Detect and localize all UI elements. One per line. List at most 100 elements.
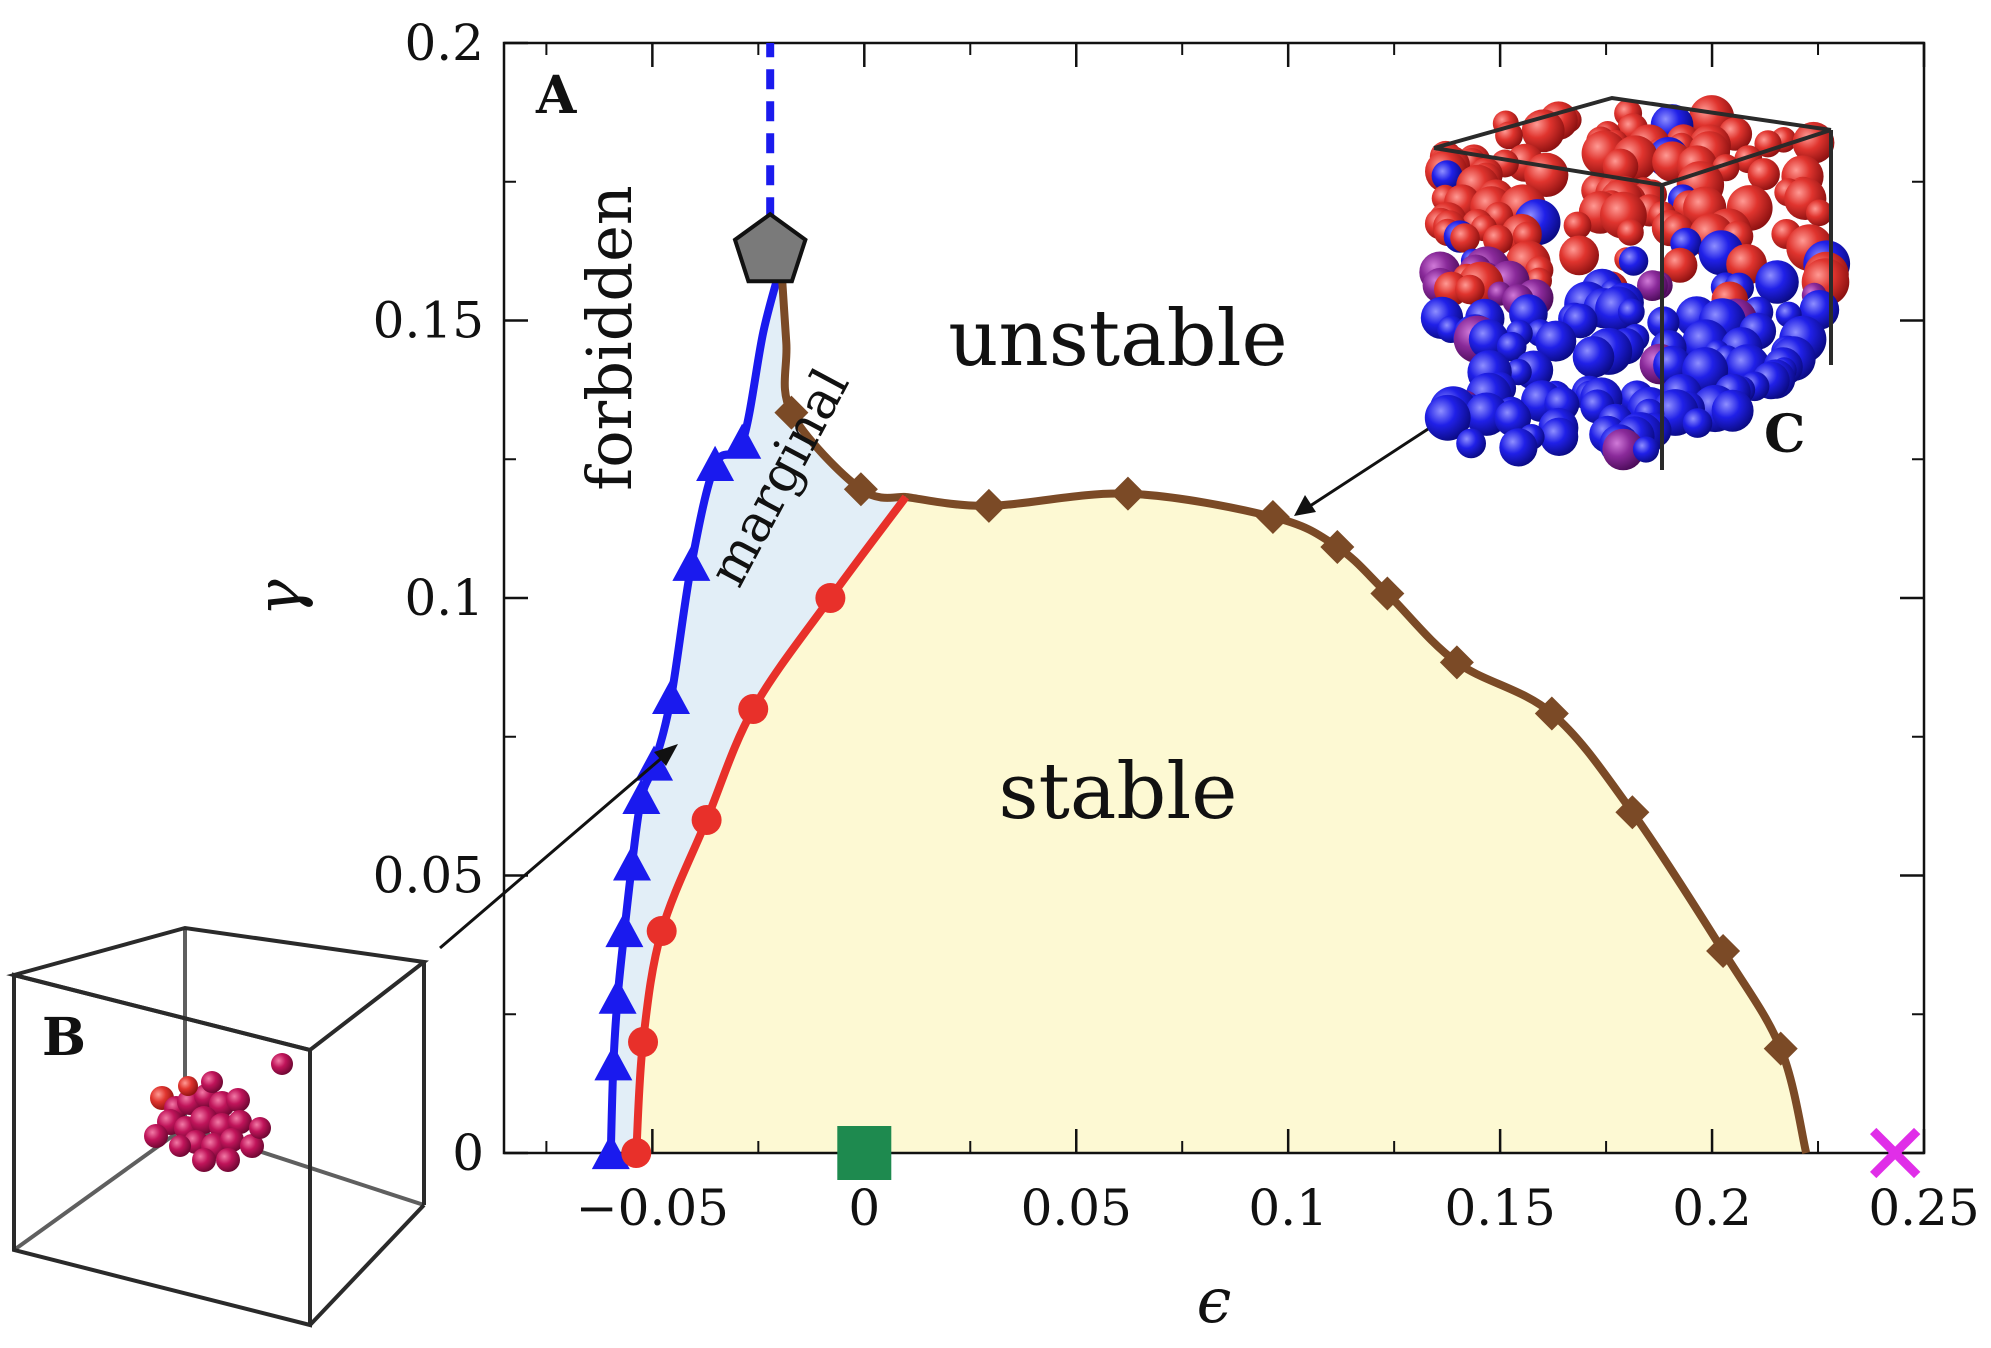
triangle-point [594,1045,633,1081]
diamond-point [1110,476,1145,511]
square-marker [837,1126,892,1180]
tick-labels: −0.05 0 0.05 0.1 0.15 0.2 0.25 0 0.05 0.1 0.15 0.2 [373,14,1980,1237]
triangle-point [723,423,762,459]
diamond-point [843,472,878,507]
triangle-point [672,545,711,581]
particle [220,1128,244,1152]
diamond-point [774,395,809,430]
pentagon-marker [732,211,808,284]
y-tick-label: 0 [452,1124,484,1182]
diamond-point [1320,529,1355,564]
inset-c-particles [1419,95,1851,471]
particle [1494,399,1532,437]
particle [216,1148,240,1172]
arrow-to-unstable-boundary [1294,414,1449,516]
particle [1539,417,1579,456]
particle [1563,211,1592,240]
x-tick-label: 0.25 [1868,1179,1979,1237]
panel-label-c: C [1764,404,1805,465]
particle [1559,235,1599,276]
particle [228,1110,252,1134]
y-axis-title: γ [242,579,315,617]
particle [1617,298,1645,326]
circle-point [628,1027,659,1057]
circle-point [738,694,769,724]
x-tick-label: 0.05 [1021,1179,1132,1237]
y-tick-label: 0.1 [404,569,484,627]
arrow-to-marginal [439,744,678,950]
particle [1754,130,1782,158]
x-tick-label: −0.05 [576,1179,729,1237]
panel-label-b: B [42,1007,86,1068]
stable-label: stable [999,747,1238,837]
y-tick-label: 0.15 [373,292,484,350]
particle [144,1124,168,1148]
unstable-label: unstable [948,294,1287,384]
triangle-point [622,778,661,814]
x-tick-label: 0 [848,1179,880,1237]
x-axis-title: ϵ [1197,1264,1232,1337]
particle [249,1117,271,1139]
cross-marker [1869,1127,1921,1179]
particle [192,1148,216,1172]
particle [1747,158,1780,191]
particle [1535,320,1577,362]
x-tick-label: 0.1 [1248,1179,1328,1237]
particle [240,1134,264,1158]
triangle-point [652,678,691,715]
diamond-point [1534,696,1569,731]
diamond-point [1439,645,1474,680]
particle [1602,428,1644,471]
particle [1450,223,1480,253]
particle [1805,199,1833,227]
markers [591,395,1798,1170]
inset-b-cluster-box: B [6,925,429,1328]
triangle-point [598,978,637,1014]
particle [226,1088,250,1112]
particle [1572,336,1615,378]
panel-label-a: A [535,65,577,126]
particle [1499,428,1538,467]
circle-point [691,805,722,835]
y-tick-label: 0.05 [373,847,484,905]
inset-b-particles [144,1053,293,1172]
particle [1424,394,1471,441]
diamond-point [1370,576,1405,611]
triangle-point [605,912,644,948]
particle [178,1076,198,1096]
inset-c-separated-box: C [1419,95,1851,471]
x-tick-label: 0.2 [1672,1179,1752,1237]
triangle-point [613,845,652,881]
particle [1711,389,1754,432]
particle [201,1071,223,1093]
circle-point [646,916,677,946]
particle [1632,436,1660,463]
diamond-point [971,488,1006,523]
marginal-region [610,265,906,1153]
particle [1682,408,1713,438]
particle [1431,160,1463,192]
particle [1617,219,1644,246]
stable-region [636,493,1807,1153]
circle-point [815,583,846,613]
particle [1618,246,1649,276]
particle [1496,331,1527,362]
particle [271,1053,293,1075]
triangle-point [591,1134,630,1170]
particle [1456,428,1486,459]
diamond-point [1706,933,1741,968]
x-tick-label: 0.15 [1444,1179,1555,1237]
diamond-point [1255,499,1290,534]
diamond-point [1615,795,1650,830]
diamond-point [1763,1031,1798,1066]
y-tick-label: 0.2 [404,14,484,72]
triangle-point [696,445,735,481]
cross-stroke [1869,1127,1921,1179]
particle [169,1135,191,1157]
circle-point [621,1138,652,1168]
particle [1662,247,1698,283]
particle [1455,274,1485,305]
forbidden-label: forbidden [573,185,646,490]
particle [1755,260,1799,304]
